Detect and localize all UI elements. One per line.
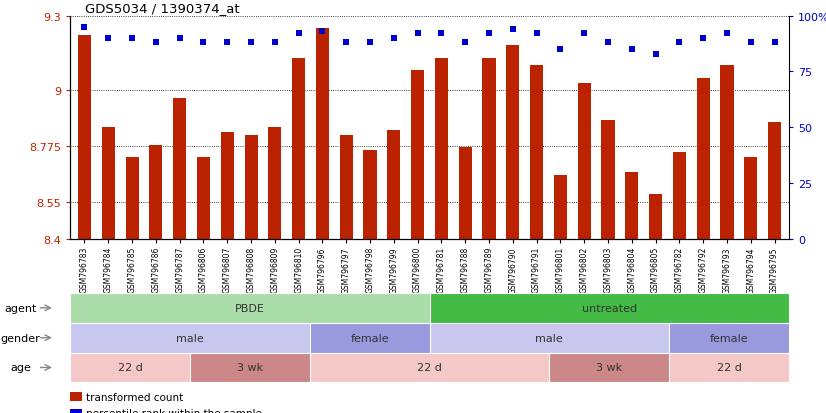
Text: PBDE: PBDE xyxy=(235,303,265,313)
Bar xyxy=(316,29,329,240)
Bar xyxy=(70,409,82,413)
Text: GDS5034 / 1390374_at: GDS5034 / 1390374_at xyxy=(84,2,240,15)
Text: 3 wk: 3 wk xyxy=(596,363,622,373)
Text: 3 wk: 3 wk xyxy=(237,363,263,373)
Text: gender: gender xyxy=(1,333,40,343)
Bar xyxy=(197,158,210,240)
Text: percentile rank within the sample: percentile rank within the sample xyxy=(86,408,262,413)
Bar xyxy=(387,131,401,240)
Text: untreated: untreated xyxy=(582,303,637,313)
Bar xyxy=(506,46,520,240)
Bar xyxy=(649,195,662,240)
Bar xyxy=(577,83,591,240)
Text: female: female xyxy=(350,333,389,343)
Bar xyxy=(601,121,615,240)
Bar xyxy=(244,135,258,240)
Bar xyxy=(173,98,186,240)
Bar xyxy=(70,392,82,401)
Bar xyxy=(482,59,496,240)
Bar xyxy=(221,133,234,240)
Bar xyxy=(363,150,377,240)
Bar xyxy=(768,123,781,240)
Text: female: female xyxy=(710,333,748,343)
Text: 22 d: 22 d xyxy=(716,363,742,373)
Text: agent: agent xyxy=(4,303,36,313)
Bar xyxy=(554,175,567,240)
Text: age: age xyxy=(10,363,31,373)
Text: 22 d: 22 d xyxy=(417,363,442,373)
Bar xyxy=(744,158,757,240)
Bar xyxy=(530,66,544,240)
Bar xyxy=(102,128,115,240)
Bar xyxy=(339,135,353,240)
Bar xyxy=(696,78,710,240)
Bar xyxy=(673,153,686,240)
Bar xyxy=(720,66,733,240)
Bar xyxy=(434,59,448,240)
Bar xyxy=(292,59,305,240)
Bar xyxy=(625,173,638,240)
Text: transformed count: transformed count xyxy=(86,392,183,401)
Bar xyxy=(78,36,91,240)
Bar xyxy=(126,158,139,240)
Bar xyxy=(458,148,472,240)
Text: male: male xyxy=(535,333,563,343)
Text: 22 d: 22 d xyxy=(117,363,143,373)
Bar xyxy=(150,145,163,240)
Text: male: male xyxy=(176,333,204,343)
Bar xyxy=(268,128,282,240)
Bar xyxy=(411,71,425,240)
